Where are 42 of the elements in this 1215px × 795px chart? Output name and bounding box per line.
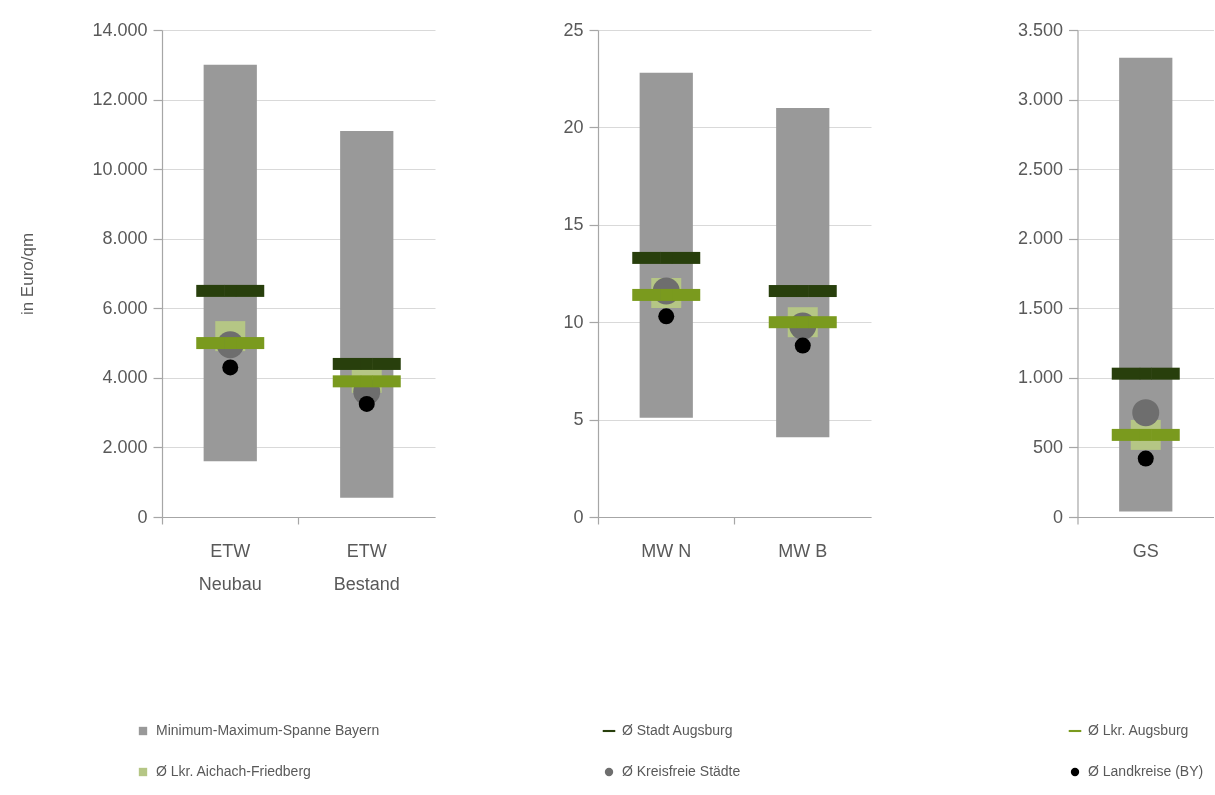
y-tick-label: 0 (137, 506, 148, 527)
y-tick-label: 10.000 (92, 158, 148, 179)
y-tick-label: 5 (573, 409, 584, 430)
y-tick-label: 20 (563, 116, 584, 137)
point (358, 395, 375, 412)
y-tick-label: 500 (1032, 436, 1063, 457)
x-tick-label: GS (1132, 540, 1159, 561)
y-tick-label: 1.000 (1017, 367, 1063, 388)
x-tick-label: ETW Neubau (198, 540, 262, 594)
y-tick-label: 10 (563, 311, 584, 332)
y-tick-label: 6.000 (102, 297, 148, 318)
y-tick-label: 0 (1052, 506, 1063, 527)
x-tick-label: MW N (641, 540, 692, 561)
y-tick-label: 0 (573, 506, 584, 527)
y-tick-label: 1.500 (1017, 297, 1063, 318)
point (658, 308, 675, 325)
x-tick-label: MW B (778, 540, 828, 561)
legend-label: Ø Landkreise (BY) (1088, 763, 1204, 779)
point (794, 337, 811, 354)
y-tick-label: 4.000 (102, 367, 148, 388)
y-tick-label: 14.000 (92, 19, 148, 40)
point (222, 359, 239, 376)
legend-label: Ø Lkr. Aichach-Friedberg (156, 763, 311, 779)
legend-label: Ø Stadt Augsburg (622, 722, 733, 738)
point (796, 285, 809, 298)
legend-label: Ø Lkr. Augsburg (1088, 722, 1189, 738)
y-axis-title: in Euro/qm (18, 232, 38, 316)
legend-label: Minimum-Maximum-Spanne Bayern (156, 722, 380, 738)
point (224, 284, 237, 297)
y-tick-label: 15 (563, 214, 584, 235)
legend-label: Ø Kreisfreie Städte (622, 763, 741, 779)
point (360, 357, 373, 370)
y-tick-label: 2.000 (1017, 228, 1063, 249)
y-tick-label: 3.000 (1017, 89, 1063, 110)
x-tick-label: ETW Bestand (333, 540, 400, 594)
point (660, 251, 673, 264)
y-tick-label: 2.000 (102, 436, 148, 457)
y-tick-label: 3.500 (1017, 19, 1063, 40)
y-tick-label: 2.500 (1017, 158, 1063, 179)
y-tick-label: 8.000 (102, 228, 148, 249)
y-tick-label: 12.000 (92, 89, 148, 110)
y-tick-label: 25 (563, 19, 584, 40)
